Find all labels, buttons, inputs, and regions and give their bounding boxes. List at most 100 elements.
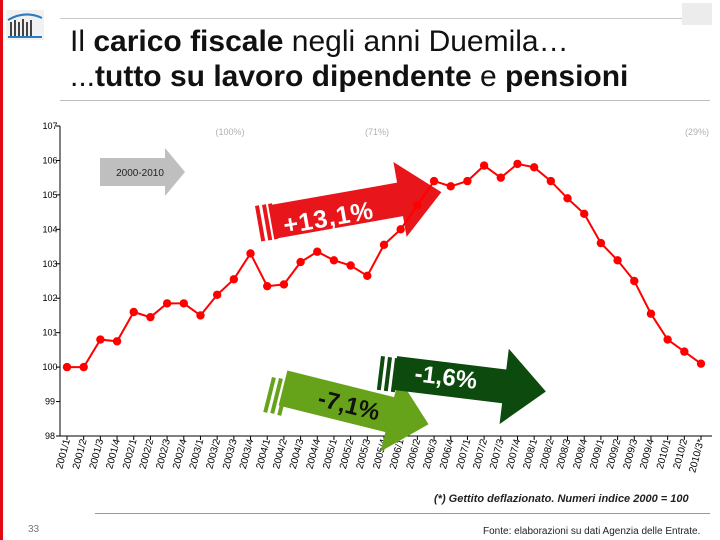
side-arrow-stripe: [390, 358, 399, 393]
data-point: [212, 290, 222, 299]
x-tick-label: 2005/3: [355, 438, 374, 471]
x-tick-label: 2004/3: [288, 438, 307, 471]
data-point: [279, 280, 289, 289]
left-red-bar: [0, 0, 3, 540]
page-title: Il carico fiscale negli anni Duemila… ..…: [70, 25, 629, 93]
data-point: [129, 307, 138, 317]
x-tick-label: 2004/4: [305, 438, 324, 471]
y-tick-label: 106: [42, 155, 57, 165]
data-point: [379, 240, 389, 250]
x-tick-label: 2002/2: [138, 438, 157, 471]
y-tick-label: 101: [42, 328, 57, 338]
x-tick-label: 2001/1: [54, 438, 73, 471]
data-point: [146, 312, 155, 322]
down-arrow-stripe: [263, 377, 276, 413]
data-point: [62, 362, 72, 372]
page-number: 33: [28, 524, 40, 535]
data-point: [229, 275, 239, 284]
data-point: [513, 159, 522, 169]
data-point: [496, 173, 505, 182]
x-tick-label: 2003/4: [238, 438, 257, 471]
footer-rule: [95, 513, 710, 514]
x-tick-label: 2008/2: [538, 438, 557, 471]
x-tick-label: 2004/1: [255, 438, 274, 471]
x-tick-label: 2006/4: [438, 438, 457, 471]
y-tick-label: 98: [45, 431, 55, 441]
up-arrow-stripe: [261, 204, 273, 241]
y-tick-label: 100: [42, 362, 57, 372]
logo-icon: [6, 10, 44, 40]
share-label: (71%): [365, 127, 389, 137]
data-point: [429, 176, 439, 186]
share-label: (29%): [685, 127, 709, 137]
data-point: [363, 271, 372, 281]
down-arrow: [278, 370, 429, 452]
data-point: [646, 309, 656, 318]
x-tick-label: 2010/1: [655, 438, 674, 471]
period-label: 2000-2010: [116, 168, 164, 179]
data-point: [329, 256, 339, 265]
y-tick-label: 99: [45, 397, 55, 407]
x-tick-label: 2010/3*: [687, 438, 707, 474]
x-tick-label: 2001/2: [71, 438, 90, 471]
title-separator: [60, 100, 710, 101]
side-arrow-stripe: [376, 356, 385, 391]
x-tick-label: 2007/4: [505, 438, 524, 471]
data-point: [196, 311, 205, 320]
chart-series: [62, 159, 706, 372]
data-point: [396, 225, 405, 234]
data-point: [179, 299, 188, 308]
data-point: [246, 249, 255, 258]
down-arrow-stripe: [270, 378, 283, 414]
data-point: [613, 256, 622, 265]
data-point: [112, 337, 122, 346]
chart-annotations: (100%) (71%) (29%)2000-2010+13,1%-7,1%-1,6…: [100, 127, 709, 452]
data-point: [446, 182, 455, 191]
data-point: [529, 163, 539, 172]
x-tick-label: 2008/1: [522, 438, 541, 471]
data-point: [313, 247, 322, 256]
data-point: [263, 281, 272, 291]
data-point: [680, 347, 689, 356]
x-tick-label: 2003/3: [221, 438, 240, 471]
x-tick-label: 2009/2: [605, 438, 624, 471]
x-tick-label: 2008/3: [555, 438, 574, 471]
data-point: [296, 257, 305, 267]
side-arrow-stripe: [383, 357, 392, 392]
data-point: [630, 276, 639, 286]
data-point: [479, 161, 489, 170]
x-tick-label: 2009/4: [638, 438, 657, 471]
x-tick-label: 2002/1: [121, 438, 140, 471]
up-arrow-stripe: [268, 203, 279, 240]
up-arrow-stripe: [255, 205, 266, 242]
header-rule: [60, 18, 682, 19]
x-tick-label: 2008/4: [572, 438, 591, 471]
data-point: [79, 362, 88, 372]
x-tick-label: 2009/3: [622, 438, 641, 471]
corner-box: [682, 3, 712, 25]
x-tick-label: 2009/1: [588, 438, 607, 471]
y-tick-label: 103: [42, 259, 57, 269]
data-point: [546, 176, 556, 186]
data-point: [162, 299, 172, 308]
source-note: Fonte: elaborazioni su dati Agenzia dell…: [483, 526, 701, 537]
y-tick-label: 104: [42, 224, 57, 234]
y-tick-label: 105: [42, 190, 57, 200]
x-tick-label: 2002/3: [154, 438, 173, 471]
data-point: [696, 359, 706, 368]
x-tick-label: 2003/2: [205, 438, 224, 471]
side-arrow: [392, 348, 546, 425]
x-tick-label: 2001/3: [88, 438, 107, 471]
y-tick-label: 107: [42, 121, 57, 131]
x-tick-label: 2004/2: [271, 438, 290, 471]
x-tick-label: 2001/4: [104, 438, 123, 471]
data-point: [463, 176, 472, 186]
data-point: [596, 238, 606, 248]
x-tick-label: 2010/2: [672, 438, 691, 471]
x-tick-label: 2007/3: [488, 438, 507, 471]
data-point: [413, 201, 422, 210]
x-tick-label: 2002/4: [171, 438, 190, 471]
chart-footnote: (*) Gettito deflazionato. Numeri indice …: [434, 493, 689, 505]
data-point: [663, 335, 672, 344]
y-tick-label: 102: [42, 293, 57, 303]
